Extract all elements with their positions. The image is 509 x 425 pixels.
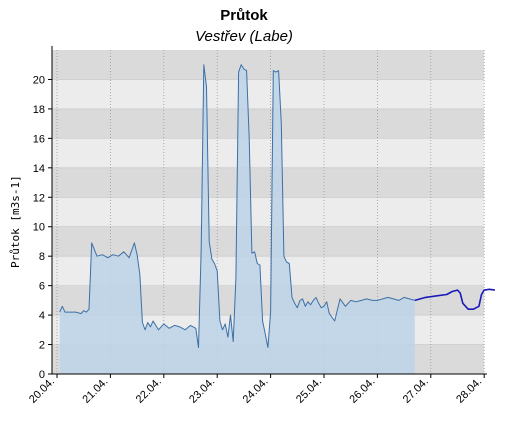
chart-subtitle: Vestřev (Labe) — [195, 28, 293, 45]
grid-band — [52, 197, 484, 227]
y-tick-label: 16 — [33, 133, 45, 145]
series-layer — [59, 64, 496, 374]
x-tick-labels: 20.04. 21.04. 22.04. 23.04. 24.04. 25.04. 26.0… — [27, 376, 484, 406]
y-tick-label: 0 — [39, 369, 45, 381]
x-tick-label: 24.04. — [241, 376, 271, 406]
y-tick-label: 2 — [39, 340, 45, 352]
x-tick-label: 26.04. — [347, 376, 377, 406]
y-tick-label: 4 — [39, 310, 45, 322]
grid-band — [52, 108, 484, 139]
x-tick-label: 23.04. — [187, 376, 217, 406]
x-tick-label: 27.04. — [401, 376, 431, 406]
grid-band — [52, 50, 484, 80]
x-tick-label: 28.04. — [454, 376, 484, 406]
chart-title: Průtok — [220, 7, 268, 24]
x-tick-label: 21.04. — [80, 376, 110, 406]
y-axis-label: Průtok [m3s-1] — [9, 175, 22, 268]
x-tick-label: 25.04. — [294, 376, 324, 406]
y-tick-label: 10 — [33, 222, 45, 234]
y-tick-labels: 0 2 4 6 8 10 12 14 16 18 20 — [33, 74, 45, 381]
axes — [48, 46, 487, 378]
y-tick-label: 8 — [39, 251, 45, 263]
y-tick-label: 18 — [33, 104, 45, 116]
forecast-line — [414, 288, 496, 310]
grid-band — [52, 167, 484, 198]
y-tick-label: 6 — [39, 281, 45, 293]
observed-area — [59, 64, 415, 374]
y-tick-label: 14 — [33, 163, 45, 175]
observed-line — [59, 64, 415, 348]
grid-band — [52, 226, 484, 257]
y-tick-label: 20 — [33, 74, 45, 86]
grid-band — [52, 138, 484, 168]
x-tick-label: 22.04. — [134, 376, 164, 406]
grid-band — [52, 79, 484, 109]
y-tick-label: 12 — [33, 192, 45, 204]
